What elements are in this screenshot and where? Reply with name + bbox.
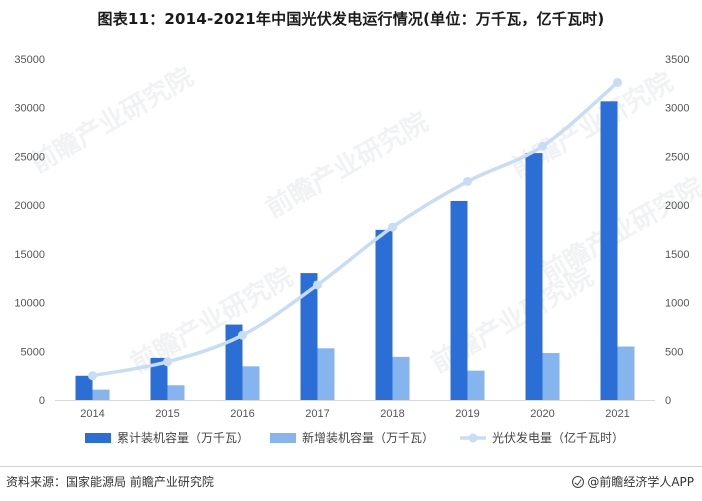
x-tick-label: 2019 [455, 408, 479, 420]
bar-cumulative-capacity [150, 357, 168, 400]
brand-text: @前瞻经济学人APP [587, 475, 694, 489]
source-note: 资料来源：国家能源局 前瞻产业研究院 [6, 475, 214, 489]
bar-new-capacity [617, 346, 635, 400]
point-generation [538, 141, 547, 151]
bar-new-capacity [242, 366, 260, 400]
x-tick-label: 2021 [605, 408, 629, 420]
point-generation [388, 222, 397, 232]
bar-cumulative-capacity [600, 101, 618, 401]
chart-title: 图表11：2014-2021年中国光伏发电运行情况(单位：万千瓦，亿千瓦时) [97, 10, 605, 28]
legend-label-generation: 光伏发电量（亿千瓦时） [492, 430, 624, 445]
point-generation [88, 371, 97, 381]
bar-cumulative-capacity [450, 200, 468, 400]
bar-new-capacity [167, 385, 185, 400]
x-tick-label: 2018 [380, 408, 404, 420]
chart-area: 0 5000 10000 15000 20000 25000 30000 35000 0 500 1… [14, 54, 689, 445]
point-generation [613, 77, 622, 87]
legend-label-cumulative: 累计装机容量（万千瓦） [117, 430, 249, 445]
bar-new-capacity [317, 348, 335, 400]
bar-cumulative-capacity [375, 229, 393, 400]
y-left-tick-label: 0 [39, 395, 45, 407]
y-right-tick-label: 2500 [665, 151, 689, 163]
bar-new-capacity [467, 370, 485, 400]
y-right-tick-label: 3500 [665, 54, 689, 66]
legend-swatch-cumulative [85, 433, 111, 443]
brand-credit: @前瞻经济学人APP [572, 473, 694, 490]
bar-cumulative-capacity [75, 375, 93, 400]
x-tick-label: 2017 [305, 408, 329, 420]
bar-cumulative-capacity [225, 324, 243, 400]
point-generation [313, 280, 322, 290]
bar-new-capacity [392, 356, 410, 400]
point-generation [463, 176, 472, 186]
y-left-tick-label: 10000 [14, 298, 45, 310]
y-left-tick-label: 5000 [21, 346, 45, 358]
bar-cumulative-capacity [300, 273, 318, 400]
legend-label-new: 新增装机容量（万千瓦） [302, 430, 434, 445]
bar-cumulative-capacity [525, 153, 543, 400]
y-right-tick-label: 3000 [665, 103, 689, 115]
y-left-tick-label: 15000 [14, 249, 45, 261]
point-generation [163, 357, 172, 367]
point-generation [238, 330, 247, 340]
y-right-tick-label: 1500 [665, 249, 689, 261]
bar-new-capacity [92, 389, 110, 400]
y-right-tick-label: 0 [665, 395, 671, 407]
y-right-tick-label: 1000 [665, 298, 689, 310]
y-left-tick-label: 30000 [14, 103, 45, 115]
legend-marker-generation [468, 433, 478, 443]
x-tick-label: 2014 [80, 408, 104, 420]
y-right-tick-label: 500 [665, 346, 683, 358]
y-left-tick-label: 25000 [14, 151, 45, 163]
line-generation [92, 81, 619, 378]
brand-logo-icon [572, 475, 585, 488]
legend-swatch-new [270, 433, 296, 443]
y-right-tick-label: 2000 [665, 200, 689, 212]
x-tick-label: 2020 [530, 408, 554, 420]
x-tick-label: 2016 [230, 408, 254, 420]
footer-divider [0, 466, 702, 467]
x-tick-label: 2015 [155, 408, 179, 420]
bar-new-capacity [542, 353, 560, 400]
y-left-tick-label: 20000 [14, 200, 45, 212]
y-left-tick-label: 35000 [14, 54, 45, 66]
